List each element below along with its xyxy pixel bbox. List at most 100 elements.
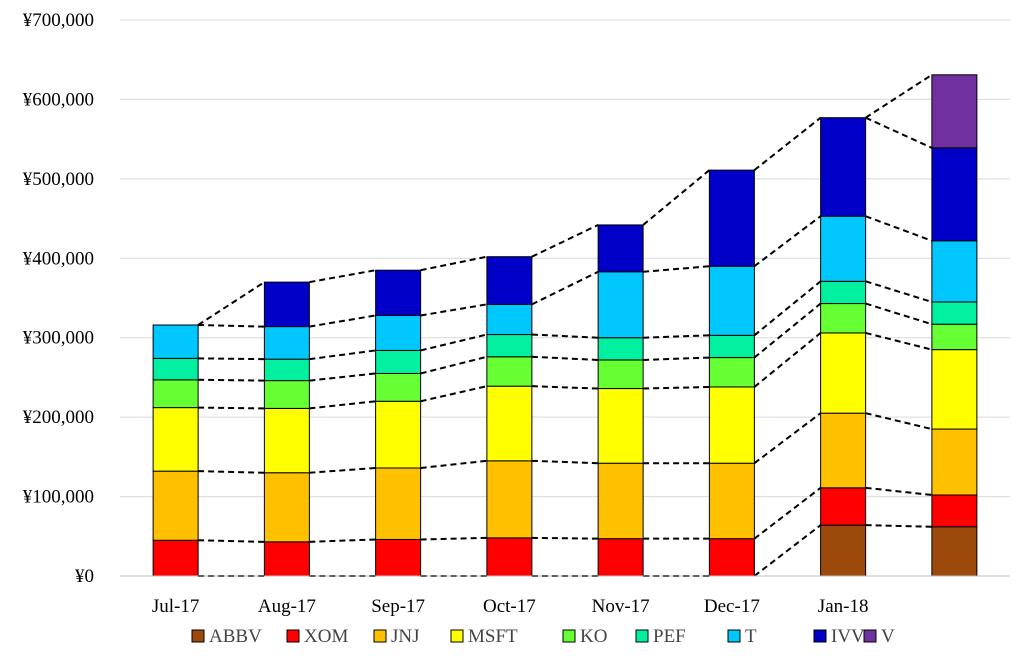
legend-label-msft: MSFT bbox=[468, 626, 518, 647]
bar-segment-pef bbox=[486, 334, 533, 358]
bar-segment-t bbox=[820, 215, 867, 282]
bar-segment-jnj bbox=[931, 428, 978, 496]
bar-segment-ivv bbox=[263, 281, 310, 328]
connector-line bbox=[643, 385, 710, 390]
connector-line bbox=[865, 331, 933, 351]
bar-segment-jnj bbox=[597, 462, 644, 540]
legend-swatch-msft bbox=[450, 629, 464, 643]
bar-segment-xom bbox=[820, 487, 867, 526]
connector-line bbox=[198, 539, 265, 543]
bar-segment-abbv bbox=[820, 524, 867, 577]
connector-line bbox=[198, 378, 265, 382]
legend-swatch-jnj bbox=[373, 629, 387, 643]
y-tick-label: ¥600,000 bbox=[23, 89, 94, 110]
bar-segment-xom bbox=[152, 539, 199, 577]
connector-line bbox=[309, 349, 376, 361]
connector-line bbox=[197, 281, 265, 326]
legend-swatch-ko bbox=[562, 629, 576, 643]
connector-line bbox=[531, 385, 599, 390]
connector-line bbox=[643, 356, 710, 361]
connector-line bbox=[753, 280, 822, 337]
connector-line bbox=[643, 334, 710, 339]
bar-segment-abbv bbox=[931, 526, 978, 577]
bar-segment-ko bbox=[152, 379, 199, 409]
y-tick-label: ¥500,000 bbox=[23, 169, 94, 190]
connector-line bbox=[198, 357, 265, 361]
y-tick-label: ¥200,000 bbox=[23, 407, 94, 428]
bar-segment-msft bbox=[486, 385, 533, 462]
bar-segment-jnj bbox=[820, 412, 867, 489]
legend-swatch-abbv bbox=[191, 629, 205, 643]
bar-segment-ko bbox=[263, 380, 310, 409]
bar-segment-pef bbox=[152, 357, 199, 381]
bar-segment-jnj bbox=[263, 472, 310, 543]
bar-segment-msft bbox=[375, 400, 422, 469]
bar-segment-xom bbox=[708, 538, 755, 577]
y-tick-label: ¥0 bbox=[75, 566, 94, 587]
x-tick-label: Oct-17 bbox=[483, 596, 536, 617]
connector-line bbox=[865, 116, 933, 149]
gridlines bbox=[120, 19, 1010, 498]
connector-line bbox=[198, 406, 265, 410]
bar-segment-ivv bbox=[375, 269, 422, 316]
bar-segment-ivv bbox=[486, 256, 533, 305]
x-tick-label: Jul-17 bbox=[152, 596, 200, 617]
bar-stacks bbox=[152, 74, 978, 577]
y-axis-ticks: ¥0 ¥100,000 ¥200,000 ¥300,000 ¥400,000 ¥500,0… bbox=[23, 10, 94, 587]
connector-line bbox=[531, 459, 599, 465]
connector-line bbox=[753, 487, 822, 540]
bar-segment-ko bbox=[708, 357, 755, 388]
connector-line bbox=[420, 459, 487, 469]
y-tick-label: ¥100,000 bbox=[23, 487, 94, 508]
x-tick-label: Aug-17 bbox=[258, 596, 316, 617]
bar-segment-jnj bbox=[708, 462, 755, 540]
connector-line bbox=[420, 355, 488, 375]
connector-line bbox=[865, 486, 932, 496]
connector-line bbox=[865, 73, 933, 119]
bar-segment-ivv bbox=[931, 147, 978, 242]
bar-segment-msft bbox=[931, 349, 978, 430]
connector-line bbox=[643, 265, 710, 273]
bar-segment-t bbox=[152, 324, 199, 359]
bar-segment-jnj bbox=[486, 460, 533, 539]
connector-line bbox=[753, 215, 822, 268]
connector-line bbox=[198, 324, 265, 328]
connector-line bbox=[420, 385, 488, 403]
bar-segment-ko bbox=[597, 359, 644, 390]
bar-segment-t bbox=[597, 271, 644, 339]
bar-segment-msft bbox=[152, 407, 199, 472]
x-tick-label: Sep-17 bbox=[371, 596, 425, 617]
bar-segment-pef bbox=[375, 349, 422, 374]
bar-segment-msft bbox=[263, 407, 310, 474]
connector-line bbox=[531, 536, 599, 540]
legend-label-abbv: ABBV bbox=[209, 626, 262, 647]
bar-segment-xom bbox=[375, 538, 422, 577]
bar-segment-jnj bbox=[375, 467, 422, 540]
y-tick-label: ¥400,000 bbox=[23, 248, 94, 269]
legend-swatch-ivv bbox=[813, 629, 827, 643]
legend: ABBV XOM JNJ MSFT KO PEF T IVV V bbox=[191, 626, 895, 647]
bar-segment-ko bbox=[486, 356, 533, 387]
connector-line bbox=[420, 333, 488, 352]
connector-line bbox=[309, 466, 376, 474]
bar-segment-t bbox=[486, 303, 533, 336]
bar-segment-pef bbox=[820, 280, 867, 305]
bar-segment-xom bbox=[931, 494, 978, 528]
connector-line bbox=[753, 302, 822, 359]
connector-line bbox=[865, 280, 933, 303]
legend-label-jnj: JNJ bbox=[391, 626, 420, 647]
connector-line bbox=[309, 269, 376, 284]
connector-line bbox=[642, 169, 711, 226]
connector-line bbox=[865, 524, 932, 528]
bar-segment-t bbox=[375, 314, 422, 351]
bar-segment-t bbox=[263, 326, 310, 360]
bar-segment-pef bbox=[263, 358, 310, 382]
bar-segment-ko bbox=[820, 303, 867, 334]
x-axis-ticks: Jul-17 Aug-17 Sep-17 Oct-17 Nov-17 Dec-17 Jan-… bbox=[152, 596, 869, 617]
connector-line bbox=[531, 270, 599, 306]
bar-segment-ivv bbox=[820, 117, 867, 217]
bar-segment-t bbox=[708, 265, 755, 336]
connector-line bbox=[865, 302, 933, 326]
bar-segment-ivv bbox=[597, 224, 644, 273]
